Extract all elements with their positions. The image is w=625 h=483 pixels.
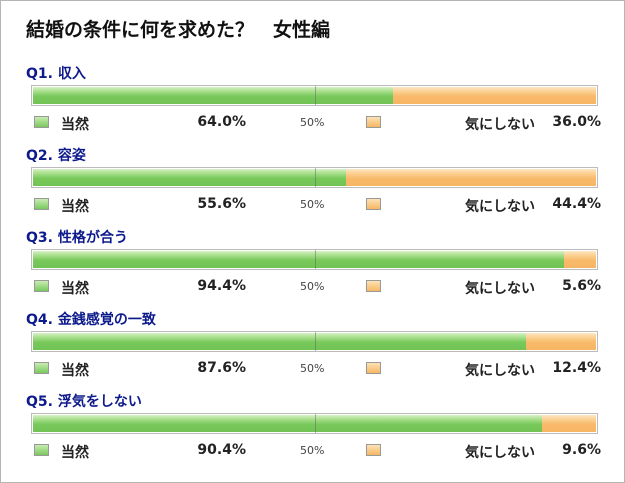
legend-label-yes: 当然	[61, 363, 89, 379]
stacked-bar	[31, 331, 598, 352]
legend-swatch-no-icon	[366, 362, 381, 374]
midpoint-label: 50%	[300, 280, 325, 293]
legend-label-no: 気にしない	[465, 117, 535, 133]
question-label: Q5. 浮気をしない	[26, 394, 142, 410]
midpoint-line	[315, 414, 316, 433]
question-label: Q4. 金銭感覚の一致	[26, 312, 156, 328]
legend-label-yes: 当然	[61, 445, 89, 461]
value-label-no: 12.4%	[552, 360, 601, 376]
midpoint-line	[315, 332, 316, 351]
value-label-yes: 55.6%	[197, 196, 246, 212]
legend-label-yes: 当然	[61, 117, 89, 133]
midpoint-label: 50%	[300, 362, 325, 375]
bar-segment-yes	[33, 251, 564, 268]
legend-label-yes: 当然	[61, 281, 89, 297]
legend-row: 当然 94.4% 50% 気にしない 5.6%	[1, 277, 625, 297]
question-label: Q1. 収入	[26, 66, 86, 82]
stacked-bar	[31, 249, 598, 270]
bar-segment-yes	[33, 415, 542, 432]
legend-swatch-yes-icon	[34, 280, 49, 292]
bar-segment-yes	[33, 87, 393, 104]
value-label-yes: 64.0%	[197, 114, 246, 130]
midpoint-line	[315, 86, 316, 105]
value-label-no: 36.0%	[552, 114, 601, 130]
question-label: Q3. 性格が合う	[26, 230, 128, 246]
legend-swatch-yes-icon	[34, 116, 49, 128]
chart-title: 結婚の条件に何を求めた？ 女性編	[26, 19, 331, 41]
midpoint-line	[315, 168, 316, 187]
legend-row: 当然 55.6% 50% 気にしない 44.4%	[1, 195, 625, 215]
legend-swatch-no-icon	[366, 116, 381, 128]
midpoint-label: 50%	[300, 116, 325, 129]
value-label-yes: 90.4%	[197, 442, 246, 458]
legend-swatch-yes-icon	[34, 444, 49, 456]
value-label-yes: 87.6%	[197, 360, 246, 376]
bar-segment-no	[393, 87, 596, 104]
question-label: Q2. 容姿	[26, 148, 86, 164]
legend-label-yes: 当然	[61, 199, 89, 215]
bar-segment-yes	[33, 333, 526, 350]
question-4: Q4. 金銭感覚の一致当然 87.6% 50% 気にしない 12.4%	[1, 309, 625, 391]
midpoint-label: 50%	[300, 198, 325, 211]
bar-segment-no	[526, 333, 596, 350]
legend-swatch-no-icon	[366, 280, 381, 292]
midpoint-line	[315, 250, 316, 269]
stacked-bar	[31, 85, 598, 106]
legend-label-no: 気にしない	[465, 281, 535, 297]
value-label-no: 44.4%	[552, 196, 601, 212]
legend-label-no: 気にしない	[465, 445, 535, 461]
question-1: Q1. 収入当然 64.0% 50% 気にしない 36.0%	[1, 63, 625, 145]
question-3: Q3. 性格が合う 当然 94.4% 50% 気にしない 5.6%	[1, 227, 625, 309]
legend-swatch-yes-icon	[34, 362, 49, 374]
question-5: Q5. 浮気をしない当然 90.4% 50% 気にしない 9.6%	[1, 391, 625, 473]
legend-row: 当然 87.6% 50% 気にしない 12.4%	[1, 359, 625, 379]
legend-swatch-no-icon	[366, 198, 381, 210]
bar-segment-yes	[33, 169, 346, 186]
value-label-no: 5.6%	[562, 278, 601, 294]
stacked-bar	[31, 167, 598, 188]
question-2: Q2. 容姿当然 55.6% 50% 気にしない 44.4%	[1, 145, 625, 227]
legend-swatch-yes-icon	[34, 198, 49, 210]
legend-label-no: 気にしない	[465, 363, 535, 379]
value-label-no: 9.6%	[562, 442, 601, 458]
value-label-yes: 94.4%	[197, 278, 246, 294]
legend-swatch-no-icon	[366, 444, 381, 456]
bar-segment-no	[564, 251, 596, 268]
bar-segment-no	[542, 415, 596, 432]
legend-row: 当然 64.0% 50% 気にしない 36.0%	[1, 113, 625, 133]
legend-row: 当然 90.4% 50% 気にしない 9.6%	[1, 441, 625, 461]
midpoint-label: 50%	[300, 444, 325, 457]
legend-label-no: 気にしない	[465, 199, 535, 215]
bar-segment-no	[346, 169, 596, 186]
stacked-bar	[31, 413, 598, 434]
